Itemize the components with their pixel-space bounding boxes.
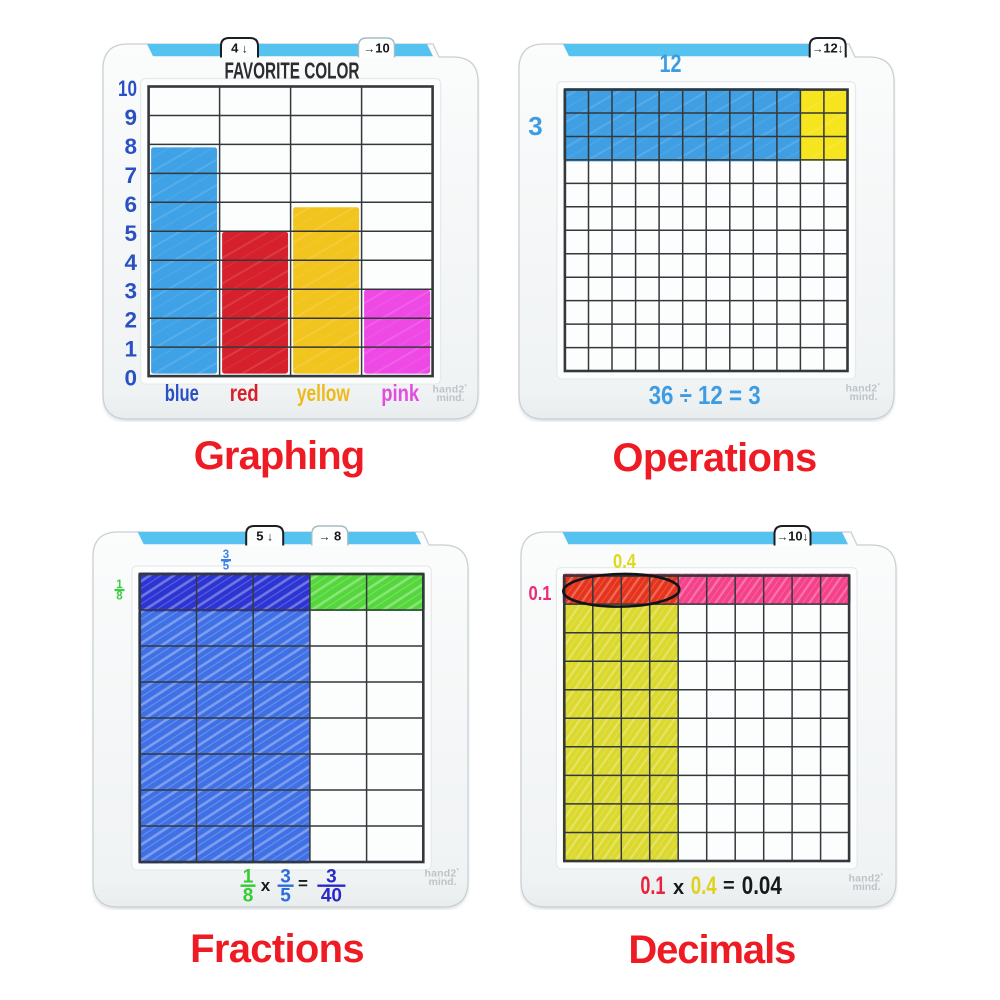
svg-text:6: 6 (124, 191, 137, 216)
svg-text:4 ↓: 4 ↓ (231, 40, 248, 55)
svg-text:→10↓: →10↓ (776, 528, 808, 543)
svg-text:8: 8 (124, 133, 137, 158)
svg-text:0: 0 (124, 365, 137, 390)
svg-text:→10: →10 (363, 40, 389, 55)
svg-text:1: 1 (116, 579, 123, 591)
svg-text:yellow: yellow (297, 380, 350, 406)
svg-text:→ 8: → 8 (318, 528, 341, 543)
svg-text:3: 3 (326, 866, 337, 887)
svg-text:hand2*: hand2* (845, 383, 880, 395)
svg-text:=: = (298, 874, 308, 893)
svg-text:1: 1 (124, 336, 137, 361)
svg-text:3: 3 (223, 549, 229, 561)
svg-text:0.1: 0.1 (528, 583, 551, 605)
svg-text:0.4: 0.4 (613, 551, 637, 573)
svg-text:x: x (672, 877, 683, 899)
svg-text:5: 5 (223, 560, 230, 572)
svg-text:mind.: mind. (852, 881, 880, 893)
svg-text:mind.: mind. (437, 392, 465, 404)
svg-text:mind.: mind. (849, 391, 877, 403)
svg-text:red: red (230, 380, 259, 406)
svg-text:3: 3 (124, 278, 137, 303)
svg-text:pink: pink (381, 380, 419, 406)
svg-text:1: 1 (243, 866, 254, 887)
svg-text:hand2*: hand2* (848, 872, 883, 884)
svg-text:x: x (261, 876, 271, 895)
svg-text:mind.: mind. (429, 876, 457, 888)
svg-text:12: 12 (659, 50, 681, 78)
svg-text:7: 7 (124, 162, 137, 187)
svg-text:=: = (723, 875, 735, 897)
svg-text:3: 3 (528, 111, 542, 141)
svg-text:0.1: 0.1 (640, 872, 665, 900)
svg-text:40: 40 (321, 885, 342, 906)
svg-text:8: 8 (243, 885, 254, 906)
svg-text:→12↓: →12↓ (811, 40, 843, 55)
svg-text:FAVORITE COLOR: FAVORITE COLOR (225, 57, 360, 83)
svg-text:10: 10 (118, 76, 137, 101)
svg-text:2: 2 (124, 307, 137, 332)
svg-text:4: 4 (124, 249, 137, 274)
svg-text:0.4: 0.4 (690, 872, 716, 900)
svg-text:3: 3 (280, 866, 291, 887)
svg-text:hand2*: hand2* (433, 383, 468, 395)
svg-text:blue: blue (165, 380, 199, 406)
svg-text:hand2*: hand2* (425, 867, 460, 879)
svg-text:36 ÷ 12 = 3: 36 ÷ 12 = 3 (648, 380, 760, 410)
svg-text:0.04: 0.04 (741, 872, 781, 900)
svg-text:5 ↓: 5 ↓ (256, 528, 273, 543)
svg-text:9: 9 (124, 105, 137, 130)
svg-text:8: 8 (116, 590, 123, 602)
svg-text:5: 5 (124, 220, 137, 245)
svg-text:5: 5 (280, 885, 291, 906)
